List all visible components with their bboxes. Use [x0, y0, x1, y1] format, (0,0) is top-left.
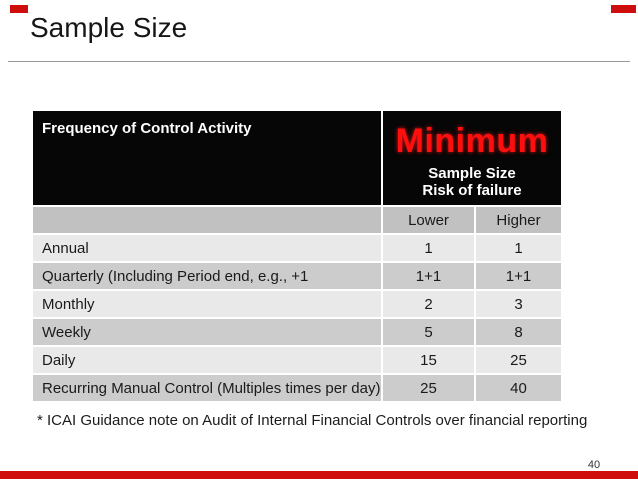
- header-minimum-cell: Minimum Sample Size Risk of failure: [383, 111, 561, 205]
- icai-footnote: * ICAI Guidance note on Audit of Interna…: [37, 412, 588, 429]
- row-label-cell: Annual: [33, 235, 381, 261]
- page-number: 40: [587, 459, 601, 471]
- row-label-cell: Monthly: [33, 291, 381, 317]
- top-right-red-accent-bar: [611, 5, 636, 13]
- row-lower-cell: 25: [383, 375, 474, 401]
- table-header-row: Frequency of Control Activity Minimum Sa…: [33, 111, 561, 205]
- slide-title: Sample Size: [30, 12, 188, 43]
- row-lower-cell: 1: [383, 235, 474, 261]
- row-higher-cell: 3: [476, 291, 561, 317]
- minimum-subtitle-sample-size: Sample Size: [428, 165, 516, 182]
- row-label-cell: Daily: [33, 347, 381, 373]
- row-lower-cell: 15: [383, 347, 474, 373]
- table-row-quarterly: Quarterly (Including Period end, e.g., +…: [33, 263, 561, 289]
- row-higher-cell: 40: [476, 375, 561, 401]
- row-higher-cell: 1: [476, 235, 561, 261]
- row-lower-cell: 1+1: [383, 263, 474, 289]
- row-label-cell: Quarterly (Including Period end, e.g., +…: [33, 263, 381, 289]
- bottom-red-bar: [0, 471, 638, 479]
- table-row-daily: Daily 15 25: [33, 347, 561, 373]
- row-higher-cell: 8: [476, 319, 561, 345]
- minimum-subtitle-risk-of-failure: Risk of failure: [422, 182, 522, 199]
- table-row-recurring-manual-control: Recurring Manual Control (Multiples time…: [33, 375, 561, 401]
- table-row-monthly: Monthly 2 3: [33, 291, 561, 317]
- subheader-lower-cell: Lower: [383, 207, 474, 233]
- row-higher-cell: 1+1: [476, 263, 561, 289]
- row-lower-cell: 5: [383, 319, 474, 345]
- row-higher-cell: 25: [476, 347, 561, 373]
- table-subheader-row: Lower Higher: [33, 207, 561, 233]
- sample-size-table: Frequency of Control Activity Minimum Sa…: [33, 111, 561, 403]
- row-lower-cell: 2: [383, 291, 474, 317]
- row-label-cell: Recurring Manual Control (Multiples time…: [33, 375, 381, 401]
- table-row-annual: Annual 1 1: [33, 235, 561, 261]
- row-label-cell: Weekly: [33, 319, 381, 345]
- table-row-weekly: Weekly 5 8: [33, 319, 561, 345]
- header-frequency-cell: Frequency of Control Activity: [33, 111, 381, 205]
- subheader-higher-cell: Higher: [476, 207, 561, 233]
- subheader-empty-cell: [33, 207, 381, 233]
- title-divider-line: [8, 61, 630, 62]
- top-left-red-accent-bar: [10, 5, 28, 13]
- minimum-title: Minimum: [395, 122, 549, 160]
